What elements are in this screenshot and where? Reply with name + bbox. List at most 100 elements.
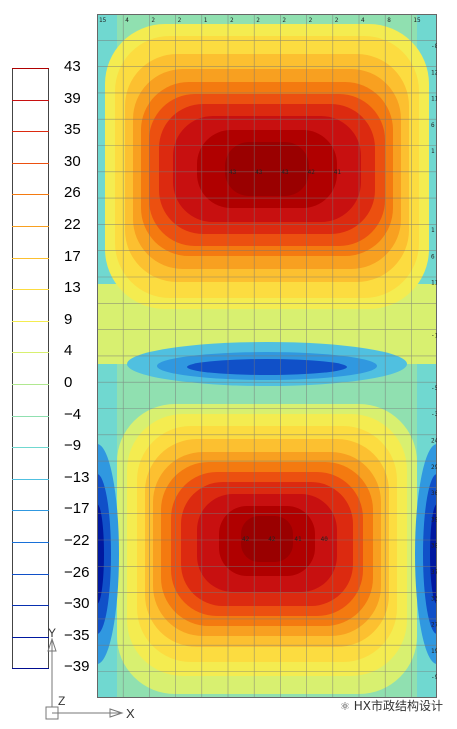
grid-value-label: 40 xyxy=(321,536,329,543)
axis-triad: Y Z X xyxy=(45,626,135,721)
legend-label: −22 xyxy=(64,532,90,549)
grid-value-label: 36 xyxy=(431,490,437,497)
legend-label: −9 xyxy=(64,437,82,455)
grid-value-label: -8 xyxy=(431,43,437,50)
legend-label: 4 xyxy=(64,342,73,360)
legend-swatch xyxy=(12,320,49,322)
grid-value-label: 6 xyxy=(431,122,435,129)
grid-value-label: 11 xyxy=(431,280,437,287)
watermark: ⚛ HX市政结构设计 xyxy=(340,697,443,714)
legend-swatch xyxy=(12,478,49,480)
grid-value-label: 2 xyxy=(151,17,155,24)
legend-label: −17 xyxy=(64,500,90,518)
legend-label: −35 xyxy=(64,626,90,644)
legend-label: 43 xyxy=(64,58,81,75)
grid-value-label: 41 xyxy=(294,536,302,543)
mesh-grid xyxy=(97,14,437,698)
wechat-icon: ⚛ xyxy=(340,700,350,713)
grid-value-label: 4 xyxy=(361,17,365,24)
legend-swatch xyxy=(12,352,49,354)
color-legend: 43 39 35 30 26 22 17 13 9 4 0 −4 −9 −13 −17 −22 −26 −30 −3… xyxy=(0,0,100,729)
legend-swatch xyxy=(12,668,49,670)
legend-label: 35 xyxy=(64,121,81,139)
axis-z-label: Z xyxy=(58,694,65,708)
legend-label: 9 xyxy=(64,310,73,328)
contour-left-edge-blue xyxy=(97,444,119,664)
grid-value-label: 19 xyxy=(431,648,437,655)
grid-value-label: 1 xyxy=(204,17,208,24)
legend-swatch xyxy=(12,542,49,543)
axis-y-label: Y xyxy=(48,626,56,640)
grid-value-label: 11 xyxy=(431,96,437,103)
grid-value-label: 33 xyxy=(431,595,437,602)
grid-value-label: -5 xyxy=(431,385,437,392)
legend-swatch xyxy=(12,99,49,101)
grid-value-label: 42 xyxy=(242,536,250,543)
legend-label: 17 xyxy=(64,247,81,265)
grid-value-label: 1 xyxy=(431,227,435,234)
grid-value-label: 1 xyxy=(431,148,435,155)
legend-label: −13 xyxy=(64,468,90,486)
grid-value-labels: 15 4 2 2 1 2 2 2 2 2 4 8 15-81211611611-1-5-32429363… xyxy=(99,17,437,681)
axis-x-label: X xyxy=(126,706,135,721)
grid-value-label: 27 xyxy=(431,622,437,629)
legend-swatch xyxy=(12,573,49,575)
legend-swatch xyxy=(12,257,49,259)
legend-swatch xyxy=(12,68,49,69)
legend-swatch xyxy=(12,131,49,133)
grid-value-label: 43 xyxy=(281,169,289,176)
grid-value-label: 15 xyxy=(99,17,107,24)
grid-value-label: 29 xyxy=(431,464,437,471)
grid-value-label: 2 xyxy=(178,17,182,24)
legend-swatch xyxy=(12,415,49,417)
grid-value-label: 37 xyxy=(431,569,437,576)
grid-value-label: 43 xyxy=(255,169,263,176)
grid-value-label: 43 xyxy=(229,169,237,176)
grid-value-label: -1 xyxy=(431,332,437,339)
grid-value-label: 41 xyxy=(334,169,342,176)
grid-value-label: 2 xyxy=(335,17,339,24)
grid-value-label: 15 xyxy=(413,17,421,24)
grid-value-label: 42 xyxy=(268,536,276,543)
grid-value-label: 39 xyxy=(431,516,437,523)
legend-swatch xyxy=(12,162,49,164)
grid-value-label: 8 xyxy=(387,17,391,24)
grid-value-label: -9 xyxy=(431,674,437,681)
grid-value-label: 2 xyxy=(282,17,286,24)
legend-label: 26 xyxy=(64,184,81,202)
grid-value-label: 2 xyxy=(230,17,234,24)
contour-plot: 15 4 2 2 1 2 2 2 2 2 4 8 15-81211611611-1-5-32429363… xyxy=(97,14,437,698)
legend-label: −4 xyxy=(64,405,82,423)
grid-value-label: 38 xyxy=(431,543,437,550)
grid-value-label: -3 xyxy=(431,411,437,418)
contour-upper-lobe xyxy=(105,24,429,309)
legend-swatch xyxy=(12,384,49,385)
legend-label: 39 xyxy=(64,89,81,107)
grid-value-label: 2 xyxy=(309,17,313,24)
legend-label: 13 xyxy=(64,279,81,297)
legend-swatch xyxy=(12,289,49,291)
legend-label: −39 xyxy=(64,658,90,676)
legend-swatch xyxy=(12,510,49,512)
grid-value-label: 12 xyxy=(431,69,437,76)
legend-swatch xyxy=(12,605,49,607)
legend-swatch xyxy=(12,226,49,227)
grid-value-label: 24 xyxy=(431,438,437,445)
grid-value-label: 2 xyxy=(256,17,260,24)
legend-swatch xyxy=(12,194,49,196)
watermark-text: HX市政结构设计 xyxy=(353,699,443,713)
contour-blue-band xyxy=(127,342,407,386)
grid-value-label: 4 xyxy=(125,17,129,24)
grid-value-label: 6 xyxy=(431,253,435,260)
plate-border xyxy=(97,14,437,698)
legend-label: 0 xyxy=(64,374,73,391)
contour-lower-lobe xyxy=(117,404,417,694)
legend-swatch xyxy=(12,447,49,449)
contour-right-edge-blue xyxy=(415,444,437,664)
legend-label: −26 xyxy=(64,563,90,581)
grid-value-label: 42 xyxy=(308,169,316,176)
legend-swatch xyxy=(12,636,49,638)
legend-label: −30 xyxy=(64,595,90,613)
legend-box xyxy=(12,68,49,670)
legend-label: 30 xyxy=(64,152,81,170)
